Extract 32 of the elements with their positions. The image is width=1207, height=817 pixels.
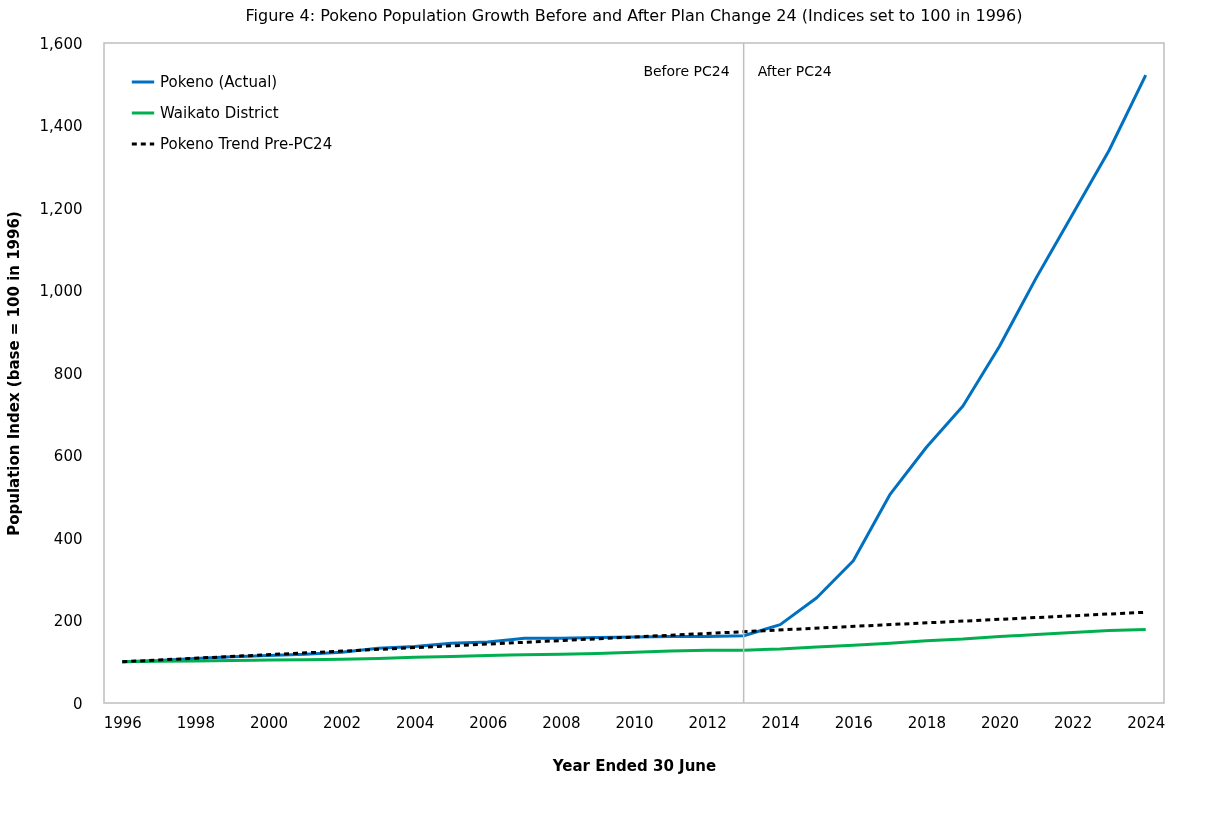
x-tick-label: 2008 — [542, 713, 581, 732]
x-tick-label: 2014 — [761, 713, 800, 732]
chart-title: Figure 4: Pokeno Population Growth Before and After Plan Change 24 (Indices set to 100 in 1996) — [245, 6, 1023, 25]
y-tick-label: 0 — [72, 694, 83, 713]
x-tick-label: 2004 — [396, 713, 435, 732]
x-tick-label: 1996 — [103, 713, 142, 732]
legend-label: Pokeno Trend Pre-PC24 — [160, 135, 333, 153]
x-tick-label: 2012 — [688, 713, 727, 732]
x-tick-label: 2010 — [615, 713, 654, 732]
annotation: Before PC24 — [643, 62, 730, 79]
y-tick-label: 200 — [53, 612, 83, 630]
y-axis-title: Population Index (base = 100 in 1996) — [4, 211, 23, 536]
x-tick-label: 2002 — [322, 713, 362, 732]
x-axis-title: Year Ended 30 June — [551, 756, 717, 775]
y-tick-label: 1,000 — [39, 282, 83, 300]
y-tick-label: 600 — [53, 447, 83, 465]
y-tick-label: 800 — [53, 364, 83, 383]
x-tick-label: 2020 — [980, 713, 1020, 732]
legend-label: Waikato District — [160, 104, 279, 122]
x-tick-label: 2016 — [834, 713, 873, 732]
y-tick-label: 1,400 — [39, 117, 83, 135]
y-tick-label: 1,200 — [39, 199, 83, 218]
y-tick-label: 1,600 — [39, 34, 83, 53]
legend-label: Pokeno (Actual) — [160, 73, 278, 91]
x-tick-label: 2000 — [249, 713, 289, 732]
x-tick-label: 2024 — [1127, 713, 1166, 732]
y-tick-label: 400 — [53, 529, 83, 548]
x-tick-label: 2018 — [907, 713, 947, 732]
x-tick-label: 2006 — [469, 713, 508, 732]
annotation: After PC24 — [757, 62, 832, 79]
x-tick-label: 2022 — [1054, 713, 1093, 732]
x-tick-label: 1998 — [176, 713, 215, 732]
